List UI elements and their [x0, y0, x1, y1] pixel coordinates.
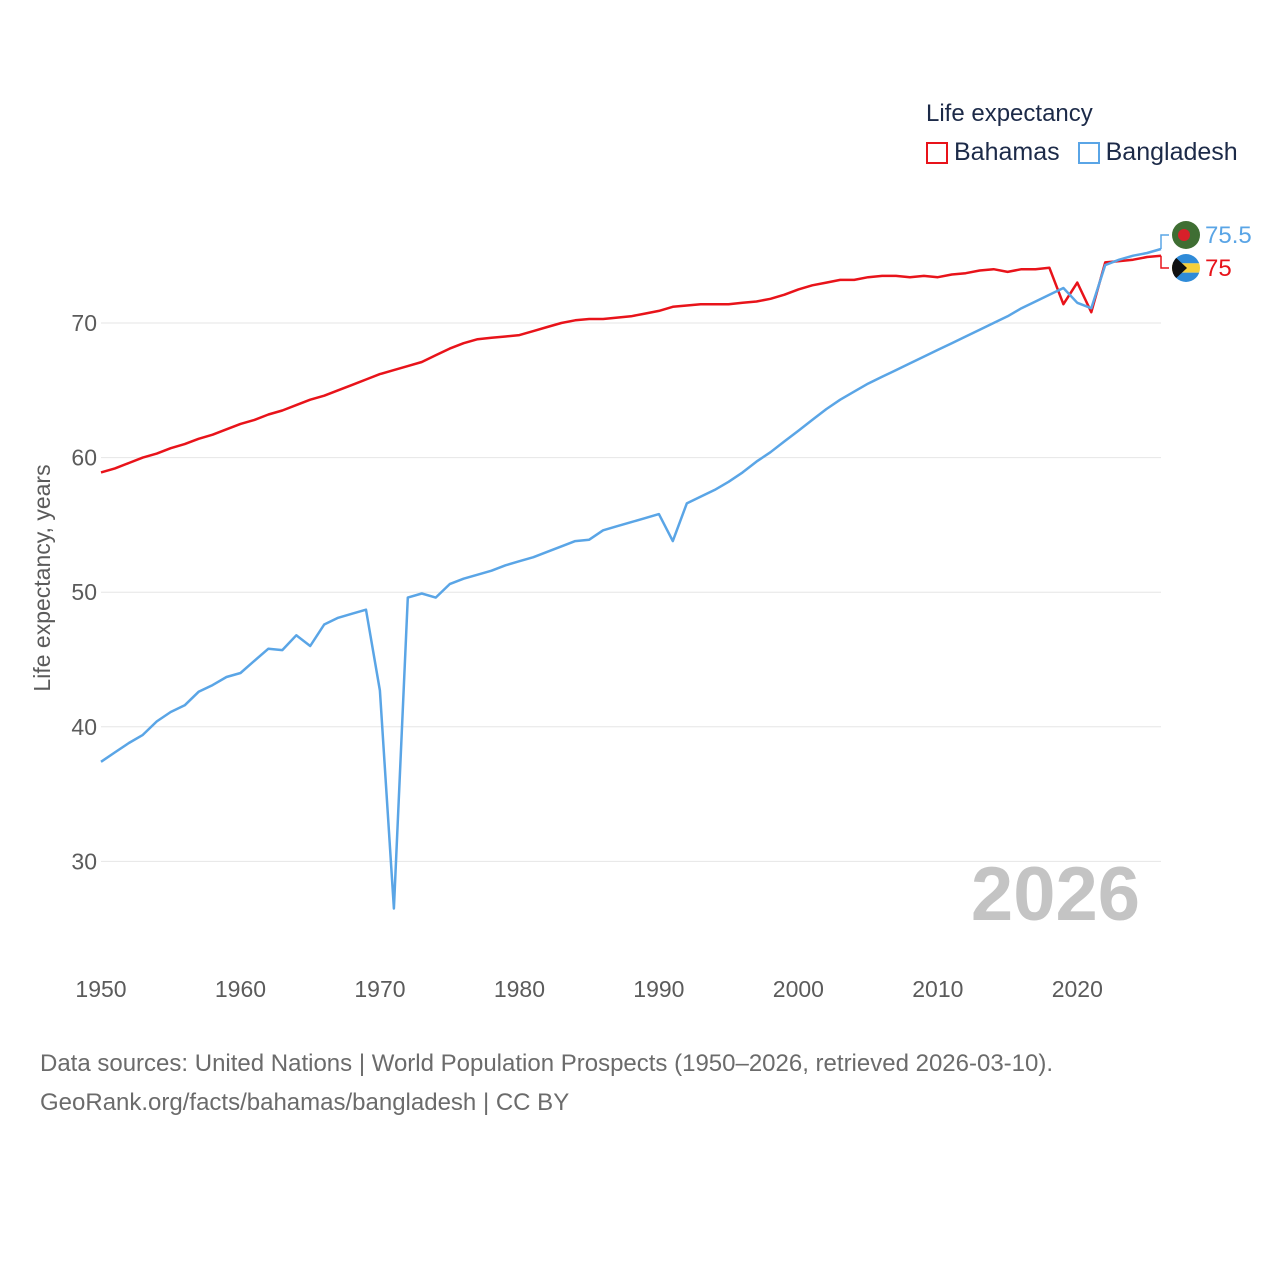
year-watermark: 2026 [971, 852, 1140, 937]
end-label-bahamas: 75 [1205, 255, 1232, 282]
legend: Life expectancy Bahamas Bangladesh [926, 100, 1238, 167]
end-connector-bangladesh [1160, 234, 1169, 249]
source-note: Data sources: United Nations | World Pop… [40, 1044, 1053, 1122]
bangladesh-flag-icon [1172, 221, 1200, 249]
legend-item-bahamas[interactable]: Bahamas [926, 138, 1060, 167]
x-tick-label: 1970 [354, 976, 405, 1002]
y-tick-label: 70 [71, 310, 97, 336]
y-axis-ticks: 30 40 50 60 70 [71, 310, 97, 874]
y-tick-label: 40 [71, 714, 97, 740]
bahamas-flag-icon [1172, 254, 1200, 282]
x-tick-label: 2010 [912, 976, 963, 1002]
legend-label-bangladesh: Bangladesh [1105, 138, 1238, 166]
x-axis-ticks: 1950 1960 1970 1980 1990 2000 2010 2020 [75, 976, 1102, 1002]
y-tick-label: 50 [71, 579, 97, 605]
legend-title: Life expectancy [926, 100, 1093, 127]
y-tick-label: 30 [71, 848, 97, 874]
source-line-2[interactable]: GeoRank.org/facts/bahamas/bangladesh | C… [40, 1089, 570, 1116]
legend-label-bahamas: Bahamas [954, 138, 1060, 166]
source-line-1: Data sources: United Nations | World Pop… [40, 1050, 1054, 1077]
legend-item-bangladesh[interactable]: Bangladesh [1077, 138, 1238, 167]
x-tick-label: 2020 [1052, 976, 1103, 1002]
end-labels: 75 75.5 [1160, 221, 1252, 282]
end-connector-bahamas [1160, 255, 1169, 269]
y-axis-label: Life expectancy, years [29, 464, 55, 691]
x-tick-label: 1990 [633, 976, 684, 1002]
legend-swatch-bangladesh [1077, 141, 1100, 164]
x-tick-label: 2000 [773, 976, 824, 1002]
series-group [100, 247, 1162, 910]
series-line-bahamas[interactable] [100, 254, 1162, 474]
series-line-bangladesh[interactable] [100, 247, 1162, 910]
legend-swatch-bahamas [926, 141, 948, 164]
y-tick-label: 60 [71, 445, 97, 471]
x-tick-label: 1950 [75, 976, 126, 1002]
grid-lines [101, 322, 1161, 862]
x-tick-label: 1960 [215, 976, 266, 1002]
end-label-bangladesh: 75.5 [1205, 222, 1252, 249]
x-tick-label: 1980 [494, 976, 545, 1002]
